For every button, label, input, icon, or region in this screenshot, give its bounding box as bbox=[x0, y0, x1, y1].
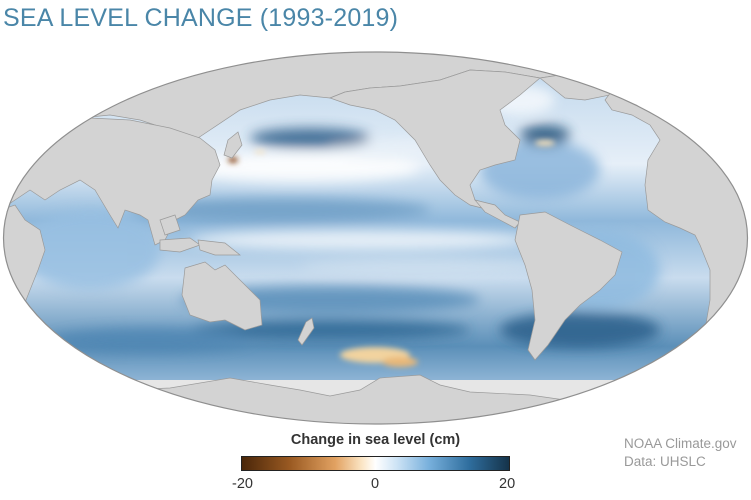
land-north-america bbox=[329, 69, 541, 211]
colorbar bbox=[241, 456, 510, 471]
land-borneo bbox=[159, 214, 181, 236]
land-central-america bbox=[474, 199, 521, 229]
colorbar-gradient bbox=[242, 457, 509, 470]
credit-data: Data: UHSLC bbox=[624, 454, 706, 469]
land-new-guinea bbox=[197, 239, 241, 256]
globe-outline bbox=[2, 51, 749, 425]
credit-source: NOAA Climate.gov bbox=[624, 436, 737, 451]
land-antarctica bbox=[3, 374, 748, 424]
land-south-america bbox=[514, 211, 623, 361]
legend-tick-min: -20 bbox=[232, 476, 253, 492]
page-title: SEA LEVEL CHANGE (1993-2019) bbox=[3, 4, 399, 32]
legend-tick-max: 20 bbox=[499, 476, 516, 492]
land-indonesia bbox=[159, 237, 201, 253]
legend-tick-zero: 0 bbox=[371, 476, 380, 492]
land-japan bbox=[223, 131, 243, 159]
land-australia bbox=[181, 261, 263, 331]
legend-title: Change in sea level (cm) bbox=[290, 432, 461, 448]
negative-anomaly-patches bbox=[228, 140, 555, 367]
land-new-zealand bbox=[297, 317, 315, 346]
